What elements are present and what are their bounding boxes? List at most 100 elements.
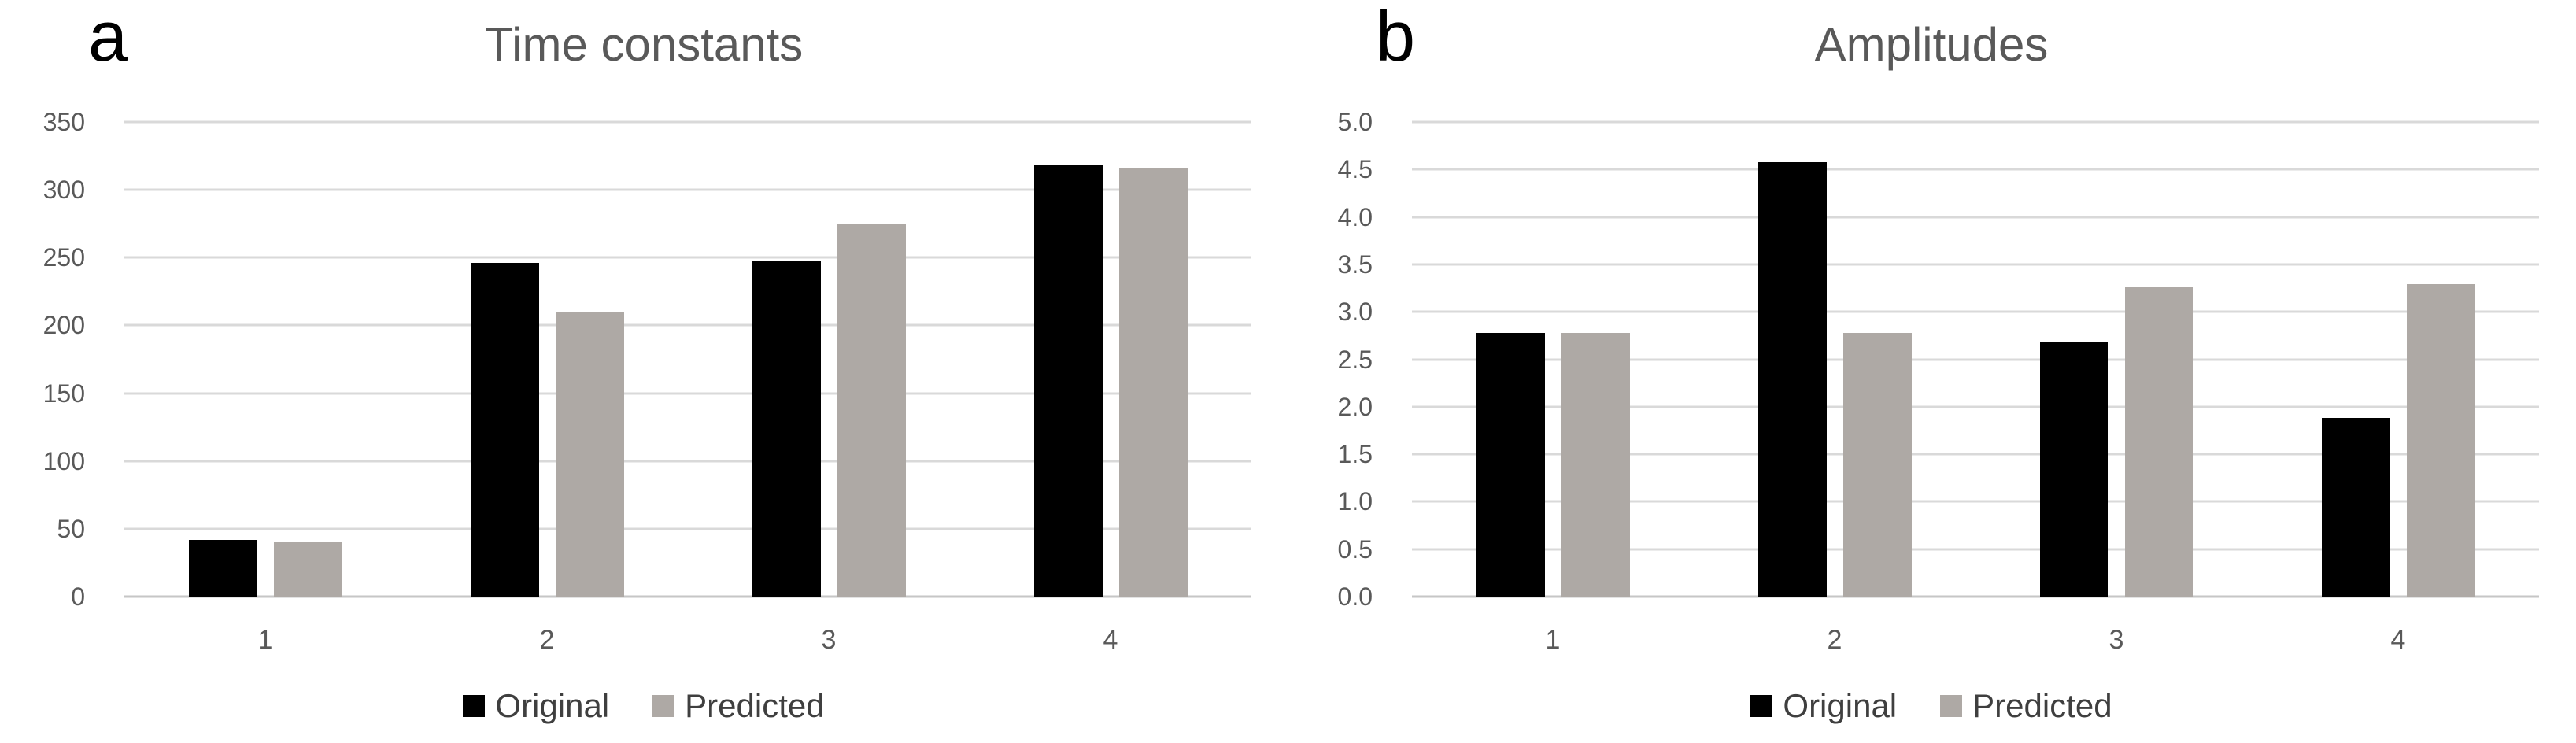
- gridline: [1412, 548, 2539, 551]
- gridline: [1412, 358, 2539, 360]
- x-category-label: 2: [1827, 625, 1842, 655]
- bar-predicted-category-3: [837, 224, 906, 597]
- chart-panel-b: b Amplitudes 5.0 4.5 4.0 3.5 3.0 2.5 2.0 1.5 1.0…: [1288, 0, 2575, 743]
- bar-group-4: [2257, 122, 2539, 597]
- gridline: [124, 527, 1251, 530]
- bar-original-category-3: [2039, 342, 2108, 597]
- x-category-label: 4: [2390, 625, 2406, 655]
- y-tick-label: 3.0: [1337, 298, 1373, 327]
- gridlines-a: [124, 120, 1251, 598]
- plot-area-a: [124, 120, 1251, 598]
- gridline: [1412, 168, 2539, 171]
- bar-original-category-4: [1033, 165, 1103, 597]
- legend-label-predicted: Predicted: [1972, 687, 2112, 724]
- bar-predicted-category-3: [2124, 286, 2193, 597]
- legend-label-original: Original: [495, 687, 610, 724]
- y-tick-label: 200: [43, 311, 85, 340]
- gridline: [124, 120, 1251, 124]
- y-tick-label: 5.0: [1337, 108, 1373, 136]
- bar-group-2: [1694, 122, 1975, 597]
- gridline: [124, 188, 1251, 191]
- plot-area-b: [1412, 120, 2539, 598]
- gridlines-b: [1412, 120, 2539, 598]
- y-tick-label: 2.5: [1337, 345, 1373, 374]
- bar-group-2: [406, 122, 688, 597]
- bar-group-1: [124, 122, 406, 597]
- bar-predicted-category-4: [1118, 168, 1188, 597]
- gridline: [124, 392, 1251, 395]
- y-tick-label: 100: [43, 446, 85, 475]
- y-tick-label: 3.5: [1337, 250, 1373, 279]
- bar-predicted-category-1: [1561, 332, 1630, 597]
- bar-group-3: [1975, 122, 2257, 597]
- y-axis-b: 5.0 4.5 4.0 3.5 3.0 2.5 2.0 1.5 1.0 0.5 0.0: [1288, 109, 1373, 609]
- x-category-label: 3: [2108, 625, 2124, 655]
- bar-original-category-2: [1757, 161, 1827, 597]
- legend-swatch-predicted: [1940, 695, 1963, 718]
- chart-panel-a: a Time constants 350 300 250 200 150 100 50 0 1…: [0, 0, 1288, 726]
- legend-swatch-original: [463, 695, 486, 718]
- bar-group-1: [1412, 122, 1694, 597]
- panel-label-a: a: [88, 0, 128, 76]
- y-tick-label: 4.5: [1337, 155, 1373, 184]
- x-category-label: 1: [1545, 625, 1561, 655]
- gridline: [1412, 453, 2539, 456]
- y-tick-label: 50: [57, 514, 85, 543]
- legend-item-predicted: Predicted: [1940, 686, 2112, 726]
- legend-item-predicted: Predicted: [652, 686, 825, 726]
- legend-label-original: Original: [1783, 687, 1898, 724]
- bars-b: [1412, 122, 2539, 597]
- y-tick-label: 250: [43, 243, 85, 272]
- bar-original-category-1: [1476, 332, 1545, 597]
- y-axis-a: 350 300 250 200 150 100 50 0: [0, 109, 85, 609]
- gridline: [1412, 500, 2539, 503]
- x-category-label: 2: [539, 625, 555, 655]
- legend-item-original: Original: [463, 686, 609, 726]
- bar-predicted-category-2: [1842, 332, 1912, 597]
- legend-a: Original Predicted: [0, 686, 1288, 726]
- gridline: [124, 256, 1251, 259]
- legend-swatch-predicted: [652, 695, 675, 718]
- y-tick-label: 300: [43, 176, 85, 205]
- bar-group-3: [688, 122, 970, 597]
- bar-original-category-3: [752, 260, 821, 597]
- y-tick-label: 0.5: [1337, 534, 1373, 564]
- y-tick-label: 4.0: [1337, 202, 1373, 231]
- panel-label-b: b: [1376, 0, 1416, 76]
- x-category-label: 4: [1103, 625, 1118, 655]
- bar-predicted-category-2: [555, 312, 624, 597]
- legend-item-original: Original: [1750, 686, 1897, 726]
- gridline: [124, 460, 1251, 463]
- bar-original-category-1: [188, 539, 257, 597]
- y-tick-label: 150: [43, 379, 85, 408]
- chart-title-b: Amplitudes: [1814, 18, 2049, 71]
- bar-original-category-4: [2321, 418, 2390, 597]
- gridline: [124, 595, 1251, 598]
- y-tick-label: 350: [43, 108, 85, 136]
- chart-title-a: Time constants: [484, 18, 804, 71]
- gridline: [1412, 595, 2539, 598]
- bars-a: [124, 122, 1251, 597]
- gridline: [1412, 405, 2539, 408]
- legend-label-predicted: Predicted: [685, 687, 825, 724]
- x-category-label: 1: [257, 625, 273, 655]
- gridline: [1412, 216, 2539, 219]
- bar-group-4: [970, 122, 1251, 597]
- x-axis-a: 1 2 3 4: [124, 624, 1251, 656]
- y-tick-label: 0.0: [1337, 582, 1373, 611]
- gridline: [1412, 263, 2539, 266]
- y-tick-label: 2.0: [1337, 392, 1373, 421]
- x-category-label: 3: [821, 625, 837, 655]
- y-tick-label: 1.5: [1337, 440, 1373, 469]
- gridline: [1412, 310, 2539, 313]
- bar-predicted-category-4: [2406, 284, 2475, 597]
- gridline: [1412, 120, 2539, 124]
- legend-swatch-original: [1750, 695, 1773, 718]
- y-tick-label: 0: [71, 582, 85, 611]
- x-axis-b: 1 2 3 4: [1412, 624, 2539, 656]
- y-tick-label: 1.0: [1337, 487, 1373, 516]
- bar-predicted-category-1: [273, 542, 342, 597]
- gridline: [124, 323, 1251, 327]
- legend-b: Original Predicted: [1288, 686, 2575, 726]
